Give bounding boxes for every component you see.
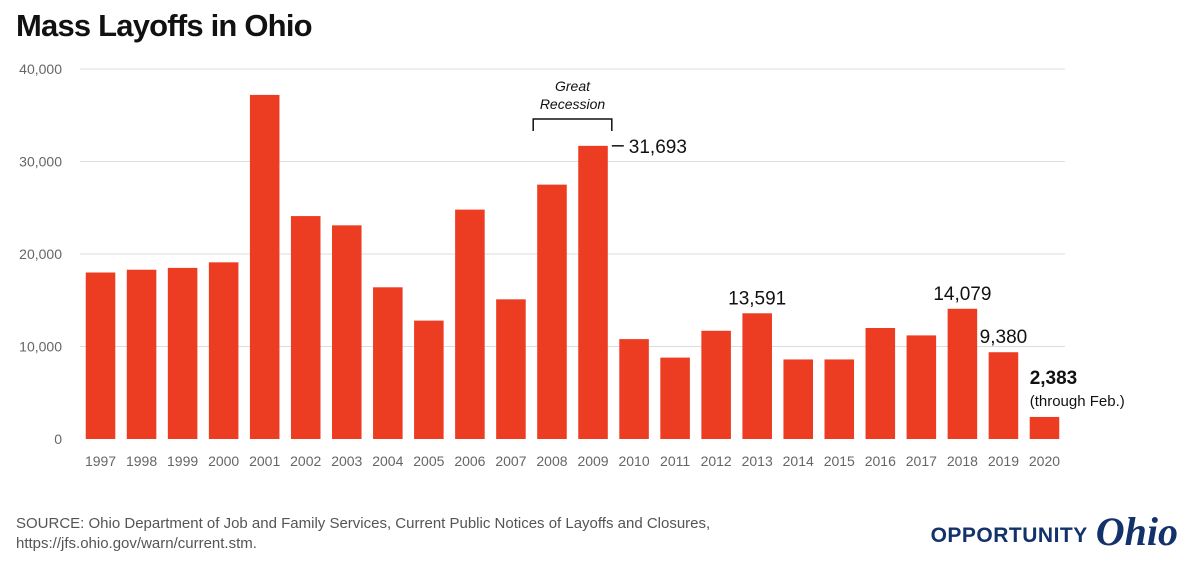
x-tick-label: 2006 (454, 453, 485, 469)
bar-2018 (947, 308, 978, 439)
x-tick-label: 2019 (988, 453, 1019, 469)
source-note: SOURCE: Ohio Department of Job and Famil… (16, 514, 710, 554)
x-tick-label: 2010 (618, 453, 649, 469)
y-tick-label: 30,000 (19, 154, 62, 170)
bar-chart: 0 10,000 20,000 30,000 40,000 1997 1998 1999 20… (19, 61, 1125, 469)
bars (85, 94, 1060, 440)
bar-2009 (578, 145, 608, 439)
data-label-2018: 14,079 (933, 284, 991, 305)
x-tick-label: 2003 (331, 453, 362, 469)
x-tick-label: 2002 (290, 453, 321, 469)
gridlines (80, 68, 1065, 347)
bar-2013 (742, 313, 772, 439)
x-tick-label: 2009 (577, 453, 608, 469)
data-label-2013: 13,591 (728, 288, 786, 309)
recession-bracket (532, 118, 613, 131)
bar-2005 (414, 320, 444, 439)
opportunity-ohio-logo: OPPORTUNITY Ohio (931, 512, 1178, 552)
y-tick-label: 20,000 (19, 246, 62, 262)
bar-2008 (537, 184, 567, 439)
bar-2002 (290, 216, 321, 439)
bar-2006 (455, 209, 485, 439)
x-tick-label: 2011 (660, 453, 690, 469)
bar-1998 (126, 269, 157, 439)
bar-2011 (660, 357, 690, 439)
bar-2003 (331, 225, 362, 439)
x-tick-label: 2007 (495, 453, 526, 469)
x-tick-label: 1997 (85, 453, 116, 469)
annotation-line: Great (555, 78, 591, 94)
x-tick-label: 2016 (865, 453, 896, 469)
data-label-2009: 31,693 (629, 137, 687, 158)
data-label-2020: 2,383 (1030, 368, 1078, 389)
source-line-2: https://jfs.ohio.gov/warn/current.stm. (16, 535, 257, 552)
data-label-note: (through Feb.) (1030, 393, 1125, 410)
x-tick-label: 2017 (906, 453, 937, 469)
y-axis-ticks: 0 10,000 20,000 30,000 40,000 (19, 61, 62, 447)
bar-2010 (619, 339, 649, 439)
x-tick-label: 2015 (824, 453, 855, 469)
bar-2014 (783, 359, 814, 439)
bar-2020 (1029, 416, 1060, 439)
bar-2001 (249, 94, 280, 440)
bar-2007 (496, 299, 526, 439)
x-tick-label: 2013 (742, 453, 773, 469)
bar-1999 (167, 267, 198, 439)
bar-1997 (85, 272, 116, 439)
x-tick-label: 2005 (413, 453, 444, 469)
recession-annotation: Great Recession (532, 78, 613, 131)
x-tick-label: 2004 (372, 453, 403, 469)
x-tick-label: 1998 (126, 453, 157, 469)
x-tick-label: 1999 (167, 453, 198, 469)
x-tick-label: 2000 (208, 453, 239, 469)
bar-2019 (988, 352, 1019, 439)
logo-script: Ohio (1095, 509, 1178, 554)
bar-2000 (208, 262, 239, 439)
data-label-2019: 9,380 (980, 327, 1028, 348)
bar-2017 (906, 335, 937, 439)
x-tick-label: 2001 (249, 453, 280, 469)
chart-title: Mass Layoffs in Ohio (16, 8, 313, 43)
annotation-line: Recession (540, 96, 606, 112)
x-tick-label: 2012 (701, 453, 732, 469)
source-line-1: SOURCE: Ohio Department of Job and Famil… (16, 515, 711, 532)
bar-2012 (701, 330, 731, 439)
x-tick-label: 2014 (783, 453, 814, 469)
y-tick-label: 40,000 (19, 61, 62, 77)
logo-word: OPPORTUNITY (930, 524, 1088, 547)
bar-2004 (373, 287, 403, 439)
y-tick-label: 0 (54, 431, 62, 447)
x-tick-label: 2020 (1029, 453, 1060, 469)
y-tick-label: 10,000 (19, 339, 62, 355)
x-tick-label: 2018 (947, 453, 978, 469)
x-tick-label: 2008 (536, 453, 567, 469)
bar-2015 (824, 359, 855, 439)
x-axis-ticks: 1997 1998 1999 2000 2001 2002 2003 2004 2005 2006… (85, 453, 1060, 469)
bar-2016 (865, 328, 896, 439)
